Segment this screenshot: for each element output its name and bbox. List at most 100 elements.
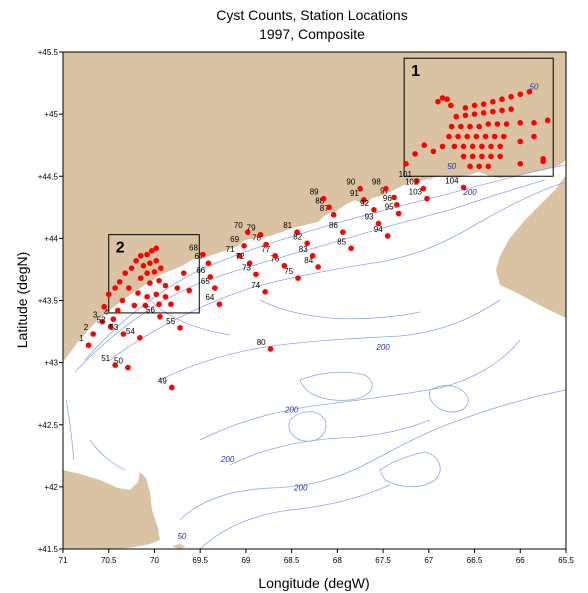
- station-point: [101, 303, 107, 310]
- station-label: 83: [299, 245, 308, 254]
- contour-line: [74, 179, 546, 373]
- station-point: [464, 133, 471, 140]
- station-label: 74: [251, 281, 260, 290]
- contour-line: [199, 339, 521, 441]
- x-tick-label: 70.5: [101, 556, 117, 565]
- nova-scotia: [496, 175, 566, 318]
- station-point: [488, 143, 494, 150]
- contour-line: [89, 439, 126, 471]
- station-point: [503, 121, 510, 127]
- station-point: [107, 323, 114, 330]
- station-point: [253, 271, 259, 278]
- station-label: 52: [97, 316, 106, 325]
- station-point: [517, 138, 524, 145]
- station-point: [126, 285, 132, 291]
- station-point: [361, 197, 367, 203]
- zoom-boxes: 12: [108, 57, 554, 314]
- station-label: 103: [409, 188, 423, 197]
- station-point: [421, 142, 428, 148]
- y-tick-label: +43.5: [38, 297, 59, 306]
- station-point: [544, 117, 551, 124]
- contour-label: 200: [293, 484, 308, 493]
- x-tick-label: 69: [241, 556, 250, 565]
- zoom-box-label: 2: [116, 240, 125, 257]
- station-label: 50: [114, 357, 123, 366]
- y-tick-label: +44: [44, 234, 58, 243]
- station-label: 84: [304, 256, 313, 265]
- station-label: 72: [236, 252, 245, 261]
- x-tick-label: 66: [516, 556, 525, 565]
- station-point: [439, 143, 446, 150]
- station-label: 56: [146, 306, 155, 315]
- station-point: [116, 279, 123, 285]
- station-point: [131, 302, 138, 309]
- station-point: [497, 153, 503, 160]
- station-point: [451, 143, 458, 150]
- station-point: [531, 120, 537, 126]
- station-label: 101: [399, 170, 413, 179]
- title-line-2: 1997, Composite: [259, 26, 365, 42]
- station-point: [430, 148, 437, 155]
- zoom-box-2: [108, 234, 200, 314]
- contour-label: 50: [177, 532, 186, 541]
- station-point: [540, 156, 546, 162]
- station-point: [458, 123, 464, 130]
- station-point: [375, 220, 382, 227]
- contour-line: [109, 181, 567, 361]
- contour-label: 200: [462, 188, 477, 197]
- station-point: [186, 287, 193, 294]
- station-point: [412, 151, 418, 157]
- station-point: [531, 133, 537, 140]
- station-point: [435, 98, 441, 105]
- station-point: [295, 275, 301, 281]
- station-point: [309, 252, 316, 259]
- y-tick-label: +43: [44, 359, 58, 368]
- station-point: [212, 285, 218, 291]
- station-point: [330, 211, 337, 218]
- station-point: [99, 318, 106, 325]
- station-point: [420, 185, 427, 192]
- station-label: 88: [315, 196, 324, 205]
- station-point: [125, 364, 131, 371]
- y-tick-label: +44.5: [38, 172, 59, 181]
- station-label: 64: [205, 293, 214, 302]
- station-label: 73: [242, 263, 251, 272]
- station-label: 51: [101, 354, 110, 363]
- station-label: 96: [383, 194, 392, 203]
- station-point: [494, 121, 501, 127]
- station-point: [424, 195, 430, 202]
- station-point: [169, 384, 175, 391]
- station-point: [162, 282, 169, 289]
- station-point: [462, 105, 469, 111]
- contour-label: 200: [375, 343, 390, 352]
- station-point: [491, 133, 498, 140]
- station-point: [236, 252, 243, 259]
- station-point: [384, 233, 391, 239]
- station-label: 91: [350, 189, 359, 198]
- station-label: 78: [252, 234, 261, 243]
- station-point: [395, 210, 402, 217]
- contour-line: [429, 385, 469, 413]
- station-point: [499, 107, 505, 114]
- station-point: [115, 307, 121, 314]
- contour-label: 50: [530, 82, 539, 91]
- station-label: 67: [195, 252, 204, 261]
- station-point: [460, 153, 467, 160]
- station-point: [304, 240, 310, 247]
- contour-line: [159, 299, 501, 381]
- x-tick-label: 67: [424, 556, 433, 565]
- station-point: [467, 163, 473, 170]
- x-axis-label: Longitude (degW): [258, 575, 369, 591]
- station-label: 94: [374, 225, 383, 234]
- station-point: [137, 275, 144, 281]
- station-point: [120, 331, 127, 337]
- station-point: [281, 262, 288, 269]
- station-point: [112, 362, 118, 368]
- station-point: [469, 153, 476, 160]
- station-point: [157, 313, 163, 320]
- zoom-box-1: [403, 57, 554, 177]
- x-tick-label: 71: [59, 556, 68, 565]
- contour-labels: 50 50 200 200 200 200 200 50: [177, 82, 539, 541]
- station-point: [144, 251, 150, 258]
- x-tick-label: 68: [333, 556, 342, 565]
